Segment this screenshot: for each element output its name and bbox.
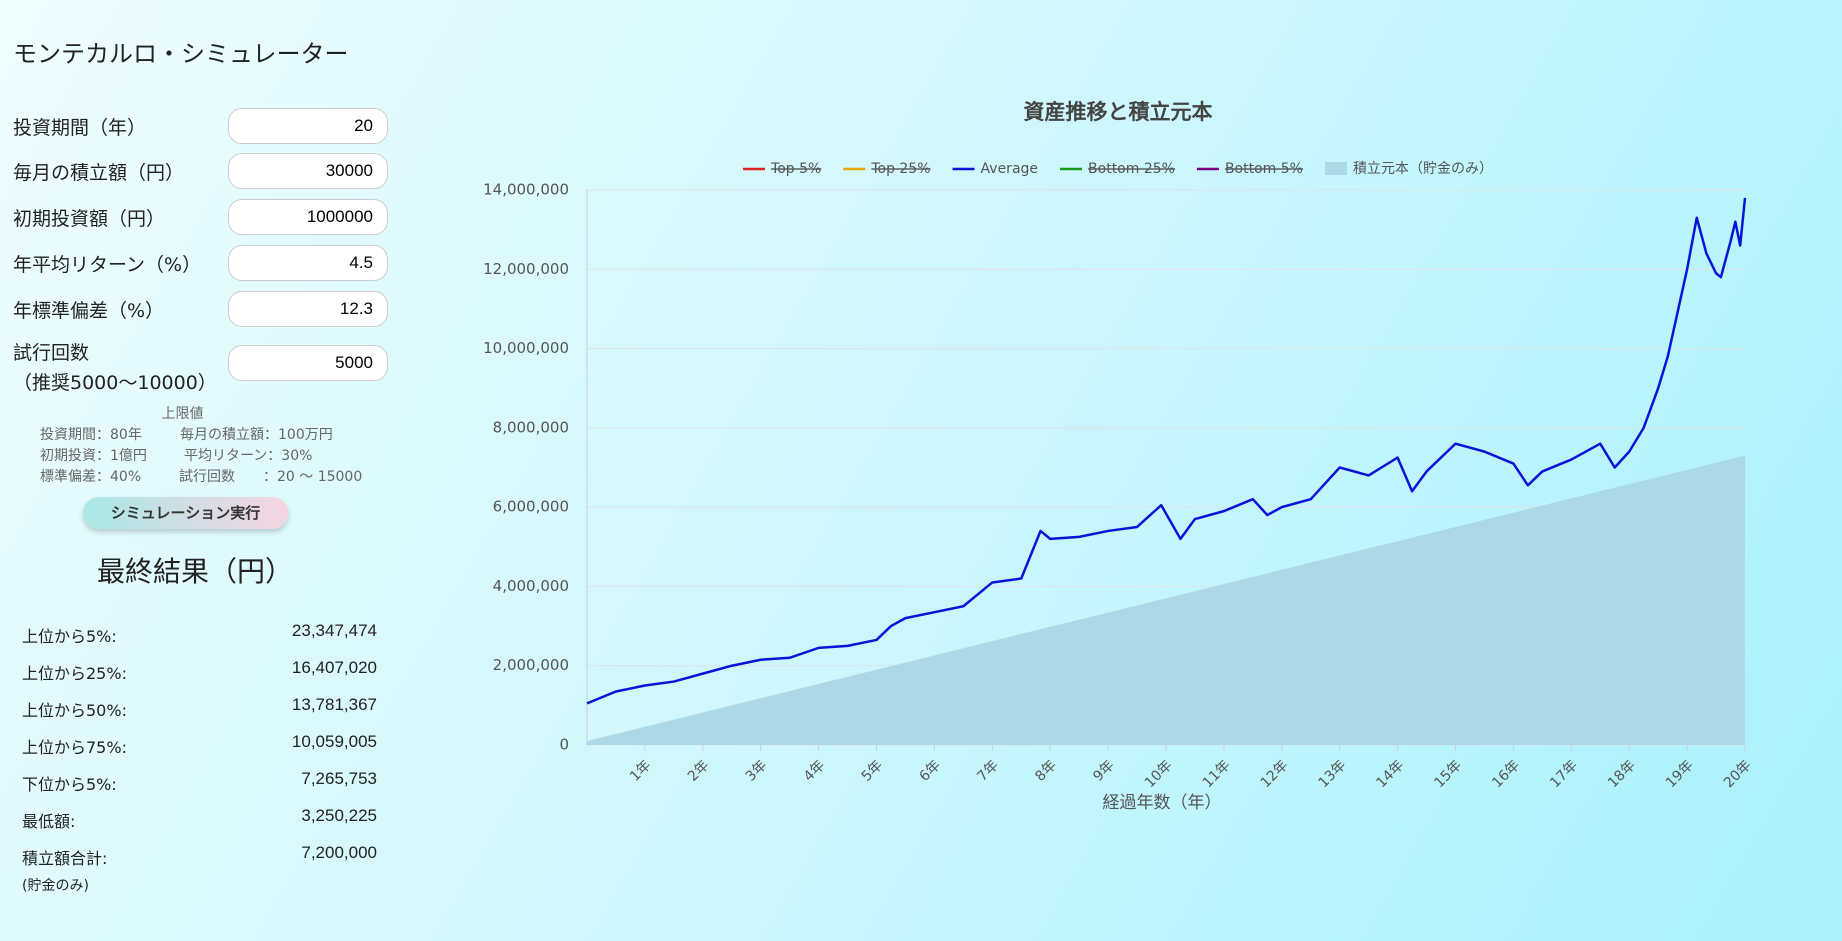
x-tick-label: 17年 <box>1547 757 1581 791</box>
x-tick-label: 15年 <box>1431 757 1465 791</box>
result-value: 10,059,005 <box>291 732 377 751</box>
result-value: 13,781,367 <box>291 695 377 714</box>
legend-label: 積立元本（貯金のみ） <box>1353 161 1493 177</box>
run-button[interactable]: シミュレーション実行 <box>83 497 288 529</box>
limits-text: 初期投資：1億円 <box>40 448 147 464</box>
legend-swatch <box>1324 162 1347 175</box>
x-tick-label: 20年 <box>1721 757 1755 791</box>
x-tick-label: 18年 <box>1605 757 1639 791</box>
x-tick-label: 12年 <box>1258 757 1292 791</box>
x-tick-label: 13年 <box>1316 757 1350 791</box>
field-label: 年平均リターン（%） <box>13 254 202 276</box>
x-tick-label: 5年 <box>859 757 887 785</box>
x-tick-label: 6年 <box>917 757 945 785</box>
y-tick-label: 8,000,000 <box>493 418 569 436</box>
result-value: 3,250,225 <box>301 806 377 825</box>
x-tick-label: 1年 <box>627 757 655 785</box>
area <box>587 455 1745 745</box>
x-tick-label: 9年 <box>1090 757 1118 785</box>
field-input[interactable]: 4.5 <box>228 245 388 281</box>
x-tick-label: 14年 <box>1373 757 1407 791</box>
field-label: 初期投資額（円） <box>13 208 166 230</box>
x-tick-label: 11年 <box>1200 757 1234 791</box>
legend-label: Top 5% <box>770 161 821 177</box>
x-tick-label: 2年 <box>685 757 713 785</box>
result-label: 上位から75%: <box>22 738 127 757</box>
field-input[interactable]: 5000 <box>228 345 388 381</box>
app-title: モンテカルロ・シミュレーター <box>13 40 349 68</box>
y-tick-label: 4,000,000 <box>493 577 569 595</box>
x-axis-label: 経過年数（年） <box>1103 793 1222 813</box>
limits-text: 試行回数 ：20 〜 15000 <box>179 469 363 485</box>
x-tick-label: 10年 <box>1142 757 1176 791</box>
field-label: 年標準偏差（%） <box>13 300 165 322</box>
result-label: 下位から5%: <box>22 775 117 794</box>
result-label: 上位から25%: <box>22 664 127 683</box>
limits-text: 平均リターン：30% <box>184 448 313 464</box>
y-tick-label: 0 <box>559 736 569 754</box>
limits-text: 投資期間：80年 <box>40 427 142 443</box>
result-label: 最低額: <box>22 812 76 831</box>
legend: Top 5% Top 25% Average Bottom 25% Bottom 5% 積… <box>743 161 1493 177</box>
legend-label: Top 25% <box>870 161 930 177</box>
x-tick-label: 19年 <box>1663 757 1697 791</box>
field-input[interactable]: 12.3 <box>228 291 388 327</box>
result-label: 上位から5%: <box>22 627 117 646</box>
field-input[interactable]: 30000 <box>228 153 388 189</box>
field-label: 試行回数 <box>13 342 90 364</box>
legend-label: Average <box>981 161 1039 177</box>
y-tick-label: 6,000,000 <box>493 498 569 516</box>
line <box>586 197 1747 705</box>
field-input[interactable]: 1000000 <box>228 199 388 235</box>
legend-label: Bottom 5% <box>1225 161 1303 177</box>
y-tick-label: 14,000,000 <box>483 181 569 199</box>
y-tick-label: 2,000,000 <box>493 656 569 674</box>
y-tick-label: 12,000,000 <box>483 260 569 278</box>
result-value: 7,200,000 <box>301 843 377 862</box>
result-label: 積立額合計: <box>22 849 108 868</box>
limits-text: 標準偏差：40% <box>40 469 142 485</box>
result-label: 上位から50%: <box>22 701 127 720</box>
limits-heading: 上限値 <box>161 406 204 422</box>
result-value: 16,407,020 <box>291 658 377 677</box>
results-heading: 最終結果（円） <box>96 555 293 588</box>
y-tick-label: 10,000,000 <box>483 339 569 357</box>
chart-title: 資産推移と積立元本 <box>1024 100 1213 124</box>
field-input[interactable]: 20 <box>228 108 388 144</box>
x-tick-label: 7年 <box>974 757 1002 785</box>
legend-label: Bottom 25% <box>1088 161 1175 177</box>
field-sublabel: （推奨5000〜10000） <box>13 372 217 394</box>
x-tick-label: 3年 <box>743 757 771 785</box>
field-label: 毎月の積立額（円） <box>13 162 185 184</box>
x-tick-label: 4年 <box>801 757 829 785</box>
field-label: 投資期間（年） <box>13 117 147 139</box>
x-tick-label: 16年 <box>1489 757 1523 791</box>
result-value: 23,347,474 <box>291 621 377 640</box>
limits-text: 毎月の積立額：100万円 <box>180 427 333 443</box>
x-tick-label: 8年 <box>1032 757 1060 785</box>
result-note: (貯金のみ) <box>22 878 89 894</box>
result-value: 7,265,753 <box>301 769 377 788</box>
